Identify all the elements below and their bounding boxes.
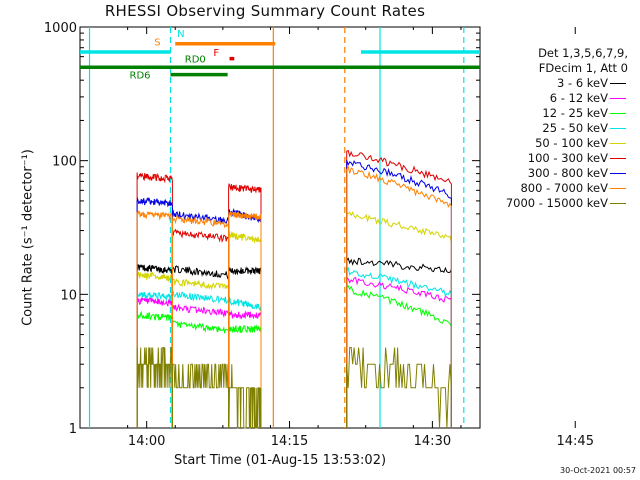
chart-title: RHESSI Observing Summary Count Rates xyxy=(104,2,426,20)
legend-label: 25 - 50 keV xyxy=(542,121,608,135)
x-tick-label: 14:45 xyxy=(557,434,594,449)
plot-frame xyxy=(79,26,481,429)
y-tick-label: 1 xyxy=(69,422,77,437)
series-line-3 xyxy=(346,266,452,428)
series-line-1 xyxy=(346,276,452,428)
series-line-8 xyxy=(346,347,452,429)
legend-entry: 25 - 50 keV xyxy=(476,121,636,136)
series-line-3 xyxy=(171,290,230,428)
series-line-3 xyxy=(228,296,262,428)
state-label-f: F xyxy=(213,48,219,59)
legend-header-2: FDecim 1, Att 0 xyxy=(538,61,628,75)
series-line-2 xyxy=(228,324,262,428)
legend-rows: 3 - 6 keV 6 - 12 keV 12 - 25 keV 25 - 50 ke… xyxy=(476,76,636,211)
series-line-4 xyxy=(171,277,230,428)
legend-label: 100 - 300 keV xyxy=(527,151,608,165)
legend-label: 800 - 7000 keV xyxy=(520,181,608,195)
series-line-0 xyxy=(171,265,230,428)
x-tick-label: 14:30 xyxy=(414,434,451,449)
legend-label: 6 - 12 keV xyxy=(549,91,608,105)
legend-entry: 3 - 6 keV xyxy=(476,76,636,91)
legend-swatch xyxy=(610,83,626,84)
state-label-rd6: RD6 xyxy=(130,71,151,82)
legend-entry: 100 - 300 keV xyxy=(476,151,636,166)
series-line-4 xyxy=(228,231,262,428)
series-line-5 xyxy=(136,172,173,428)
legend-entry: 6 - 12 keV xyxy=(476,91,636,106)
legend-entry: 800 - 7000 keV xyxy=(476,181,636,196)
legend-swatch xyxy=(610,158,626,159)
legend-label: 300 - 800 keV xyxy=(527,166,608,180)
series-line-5 xyxy=(228,183,262,428)
series-line-2 xyxy=(346,285,452,428)
legend-label: 12 - 25 keV xyxy=(542,106,608,120)
series-line-4 xyxy=(346,210,452,428)
series-line-0 xyxy=(136,264,173,428)
legend-swatch xyxy=(610,188,626,189)
series-line-7 xyxy=(171,214,230,428)
series-line-0 xyxy=(228,266,262,428)
x-axis-title: Start Time (01-Aug-15 13:53:02) xyxy=(173,453,387,468)
x-tick-label: 14:15 xyxy=(271,434,308,449)
series-line-7 xyxy=(228,210,262,428)
series-line-6 xyxy=(346,160,452,428)
series-line-0 xyxy=(346,257,452,428)
y-tick-label: 10 xyxy=(60,288,77,303)
series-line-5 xyxy=(346,149,452,428)
series-line-6 xyxy=(228,208,262,428)
legend-label: 50 - 100 keV xyxy=(535,136,608,150)
legend-swatch xyxy=(610,143,626,144)
state-label-n: N xyxy=(177,29,184,40)
state-label-s: S xyxy=(154,37,160,48)
series-line-2 xyxy=(171,320,230,428)
x-tick-label: 14:00 xyxy=(128,434,165,449)
legend-label: 7000 - 15000 keV xyxy=(505,196,608,210)
legend-swatch xyxy=(610,173,626,174)
y-tick-label: 1000 xyxy=(44,21,77,36)
series-line-4 xyxy=(136,271,173,428)
series-line-7 xyxy=(346,165,452,428)
series-line-6 xyxy=(136,196,173,428)
legend-swatch xyxy=(610,128,626,129)
series-line-1 xyxy=(171,303,230,428)
series-line-3 xyxy=(136,291,173,428)
legend-entry: 300 - 800 keV xyxy=(476,166,636,181)
timestamp-footer: 30-Oct-2021 00:57 xyxy=(560,466,636,475)
series-line-8 xyxy=(136,347,173,428)
legend: Det 1,3,5,6,7,9, FDecim 1, Att 0 3 - 6 k… xyxy=(476,46,636,211)
series-line-1 xyxy=(228,309,262,428)
series-line-7 xyxy=(136,210,173,428)
legend-entry: 7000 - 15000 keV xyxy=(476,196,636,211)
legend-swatch xyxy=(610,203,626,204)
y-tick-label: 100 xyxy=(52,155,77,170)
legend-entry: 12 - 25 keV xyxy=(476,106,636,121)
state-label-rd0: RD0 xyxy=(185,55,206,66)
series-line-2 xyxy=(136,310,173,428)
legend-entry: 50 - 100 keV xyxy=(476,136,636,151)
series-line-5 xyxy=(171,228,230,428)
series-line-1 xyxy=(136,297,173,428)
y-axis-title: Count Rate (s⁻¹ detector⁻¹) xyxy=(20,149,36,326)
legend-swatch xyxy=(610,98,626,99)
series-line-6 xyxy=(171,209,230,428)
series-line-8 xyxy=(228,364,262,429)
legend-swatch xyxy=(610,113,626,114)
series-line-8 xyxy=(171,363,230,428)
legend-header-1: Det 1,3,5,6,7,9, xyxy=(538,46,628,60)
legend-label: 3 - 6 keV xyxy=(557,76,608,90)
